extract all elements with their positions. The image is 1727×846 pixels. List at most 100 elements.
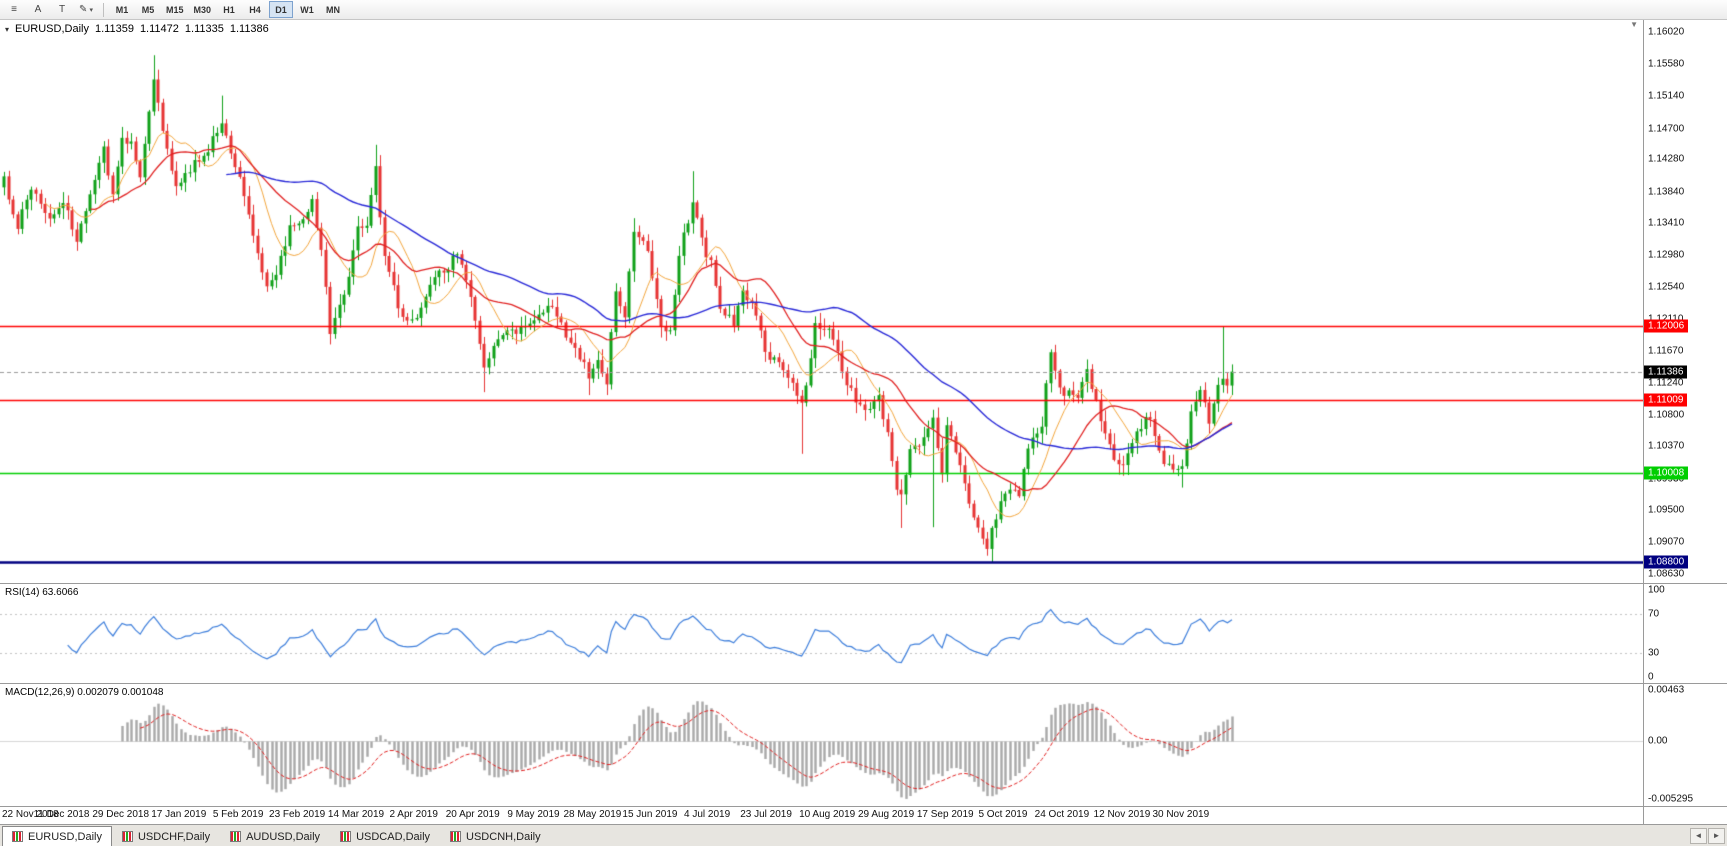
timeframe-button-w1[interactable]: W1 xyxy=(295,1,319,18)
price-axis-label: 1.13410 xyxy=(1648,217,1685,229)
price-axis-label: 1.09500 xyxy=(1648,504,1685,516)
main-chart-plot: ▾ EURUSD,Daily 1.11359 1.11472 1.11335 1… xyxy=(0,20,1643,583)
date-axis-label: 29 Dec 2018 xyxy=(92,809,150,820)
chart-tab-label: EURUSD,Daily xyxy=(28,830,102,843)
price-axis-label: 1.10800 xyxy=(1648,409,1685,421)
chart-tab-label: USDCHF,Daily xyxy=(137,830,211,843)
chart-tab-audusd[interactable]: AUDUSD,Daily xyxy=(220,826,330,846)
price-axis-label: 1.11240 xyxy=(1648,377,1684,389)
price-axis-label: 1.08630 xyxy=(1648,568,1685,580)
chart-tab-label: USDCNH,Daily xyxy=(466,830,541,843)
ohlc-high: 1.11472 xyxy=(139,23,179,35)
current-price-badge: 1.11386 xyxy=(1644,365,1688,379)
ohlc-open: 1.11359 xyxy=(94,23,134,35)
timeframe-button-group: M1 M5 M15 M30 H1 H4 D1 W1 MN xyxy=(110,1,345,18)
price-axis-label: 1.14700 xyxy=(1648,123,1685,135)
draw-tool-icon[interactable]: ✎ ▾ xyxy=(75,1,97,18)
macd-label: MACD(12,26,9) 0.002079 0.001048 xyxy=(5,687,164,698)
date-axis-label: 14 Mar 2019 xyxy=(327,809,385,820)
chart-thumbnail-icon xyxy=(121,831,133,842)
chart-tab-eurusd[interactable]: EURUSD,Daily xyxy=(2,826,112,846)
tab-scroll-left-button[interactable]: ◄ xyxy=(1690,827,1707,844)
timeframe-button-mn[interactable]: MN xyxy=(321,1,345,18)
date-axis-label: 17 Sep 2019 xyxy=(916,809,974,820)
date-axis-label: 2 Apr 2019 xyxy=(389,809,438,820)
chart-header: ▾ EURUSD,Daily 1.11359 1.11472 1.11335 1… xyxy=(5,23,269,35)
rsi-axis-label: 70 xyxy=(1648,608,1660,620)
chart-shift-marker-icon[interactable]: ▼ xyxy=(1630,20,1638,29)
time-axis-corner xyxy=(1643,807,1727,824)
price-axis-label: 1.12980 xyxy=(1648,249,1685,261)
date-axis-label: 30 Nov 2019 xyxy=(1152,809,1210,820)
timeframe-button-m5[interactable]: M5 xyxy=(136,1,160,18)
chart-thumbnail-icon xyxy=(450,831,462,842)
date-axis-label: 24 Oct 2019 xyxy=(1034,809,1090,820)
collapse-triangle-icon[interactable]: ▾ xyxy=(5,24,10,34)
macd-plot: MACD(12,26,9) 0.002079 0.001048 xyxy=(0,684,1643,806)
rsi-indicator-panel: RSI(14) 63.6066 100 70 30 0 xyxy=(0,583,1727,683)
date-axis-label: 23 Jul 2019 xyxy=(740,809,792,820)
macd-canvas[interactable] xyxy=(0,684,1643,806)
macd-axis-label: 0.00463 xyxy=(1648,684,1685,696)
level-price-badge: 1.08800 xyxy=(1644,555,1689,569)
chart-tab-usdcnh[interactable]: USDCNH,Daily xyxy=(440,826,551,846)
timeframe-button-d1[interactable]: D1 xyxy=(269,1,294,18)
price-axis-label: 1.16020 xyxy=(1648,26,1685,38)
rsi-plot: RSI(14) 63.6066 xyxy=(0,584,1643,683)
timeframe-button-h4[interactable]: H4 xyxy=(243,1,267,18)
macd-axis-label: 0.00 xyxy=(1648,735,1668,747)
macd-indicator-panel: MACD(12,26,9) 0.002079 0.001048 0.00463 0… xyxy=(0,683,1727,806)
macd-axis: 0.00463 0.00 -0.005295 xyxy=(1643,684,1727,806)
chart-thumbnail-icon xyxy=(230,831,242,842)
ohlc-close: 1.11386 xyxy=(229,23,269,35)
price-axis-label: 1.15140 xyxy=(1648,90,1685,102)
price-axis-label: 1.10370 xyxy=(1648,440,1685,452)
date-axis-label: 10 Aug 2019 xyxy=(799,809,856,820)
rsi-axis-label: 100 xyxy=(1648,584,1665,596)
date-axis-label: 28 May 2019 xyxy=(563,809,622,820)
tab-scroll-buttons: ◄ ► xyxy=(1690,825,1725,846)
chart-toolbar: ≡ A T ✎ ▾ M1 M5 M15 M30 H1 H4 D1 W1 MN xyxy=(0,0,1727,20)
price-axis-label: 1.09070 xyxy=(1648,536,1685,548)
price-axis-label: 1.12540 xyxy=(1648,281,1685,293)
chart-thumbnail-icon xyxy=(340,831,352,842)
chart-tab-usdchf[interactable]: USDCHF,Daily xyxy=(112,826,220,846)
chart-tab-usdcad[interactable]: USDCAD,Daily xyxy=(330,826,440,846)
date-axis-label: 20 Apr 2019 xyxy=(445,809,500,820)
price-axis-label: 1.14280 xyxy=(1648,153,1685,165)
macd-axis-label: -0.005295 xyxy=(1648,793,1694,805)
timeframe-button-m30[interactable]: M30 xyxy=(190,1,216,18)
timeframe-button-m1[interactable]: M1 xyxy=(110,1,134,18)
chart-tab-bar: EURUSD,Daily USDCHF,Daily AUDUSD,Daily USDC… xyxy=(0,824,1727,846)
date-axis-label: 5 Oct 2019 xyxy=(978,809,1028,820)
date-axis-label: 22 Nov 2018 xyxy=(2,809,59,820)
price-axis-label: 1.15580 xyxy=(1648,58,1685,70)
timeframe-button-m15[interactable]: M15 xyxy=(162,1,188,18)
text-tool-icon[interactable]: T xyxy=(51,1,73,18)
main-chart-panel: ▾ EURUSD,Daily 1.11359 1.11472 1.11335 1… xyxy=(0,20,1727,583)
toolbar-separator xyxy=(103,2,104,17)
level-price-badge: 1.11009 xyxy=(1644,393,1688,407)
timeframe-button-h1[interactable]: H1 xyxy=(217,1,241,18)
chevron-down-icon: ▾ xyxy=(89,6,93,14)
date-axis-label: 15 Jun 2019 xyxy=(622,809,678,820)
rsi-canvas[interactable] xyxy=(0,584,1643,683)
date-axis-label: 23 Feb 2019 xyxy=(269,809,326,820)
chart-list-icon[interactable]: ≡ xyxy=(3,1,25,18)
main-chart-canvas[interactable] xyxy=(0,20,1643,583)
chart-workspace: ▾ EURUSD,Daily 1.11359 1.11472 1.11335 1… xyxy=(0,20,1727,824)
date-axis-label: 5 Feb 2019 xyxy=(212,809,264,820)
date-axis-label: 17 Jan 2019 xyxy=(151,809,207,820)
date-axis-label: 29 Aug 2019 xyxy=(857,809,915,820)
chart-tabs: EURUSD,Daily USDCHF,Daily AUDUSD,Daily USDC… xyxy=(2,825,551,846)
date-axis-label: 11 Dec 2018 xyxy=(33,809,90,820)
tab-scroll-right-button[interactable]: ► xyxy=(1708,827,1725,844)
symbol-period-label: EURUSD,Daily xyxy=(15,23,89,35)
time-axis-labels[interactable]: 22 Nov 2018 11 Dec 2018 29 Dec 2018 17 Jan … xyxy=(0,807,1643,824)
price-axis[interactable]: 1.16020 1.15580 1.15140 1.14700 1.14280 1.138… xyxy=(1643,20,1727,583)
price-axis-label: 1.11670 xyxy=(1648,345,1684,357)
rsi-axis: 100 70 30 0 xyxy=(1643,584,1727,683)
cursor-tool-icon[interactable]: A xyxy=(27,1,49,18)
tool-icon-group: ≡ A T ✎ ▾ xyxy=(3,1,97,18)
